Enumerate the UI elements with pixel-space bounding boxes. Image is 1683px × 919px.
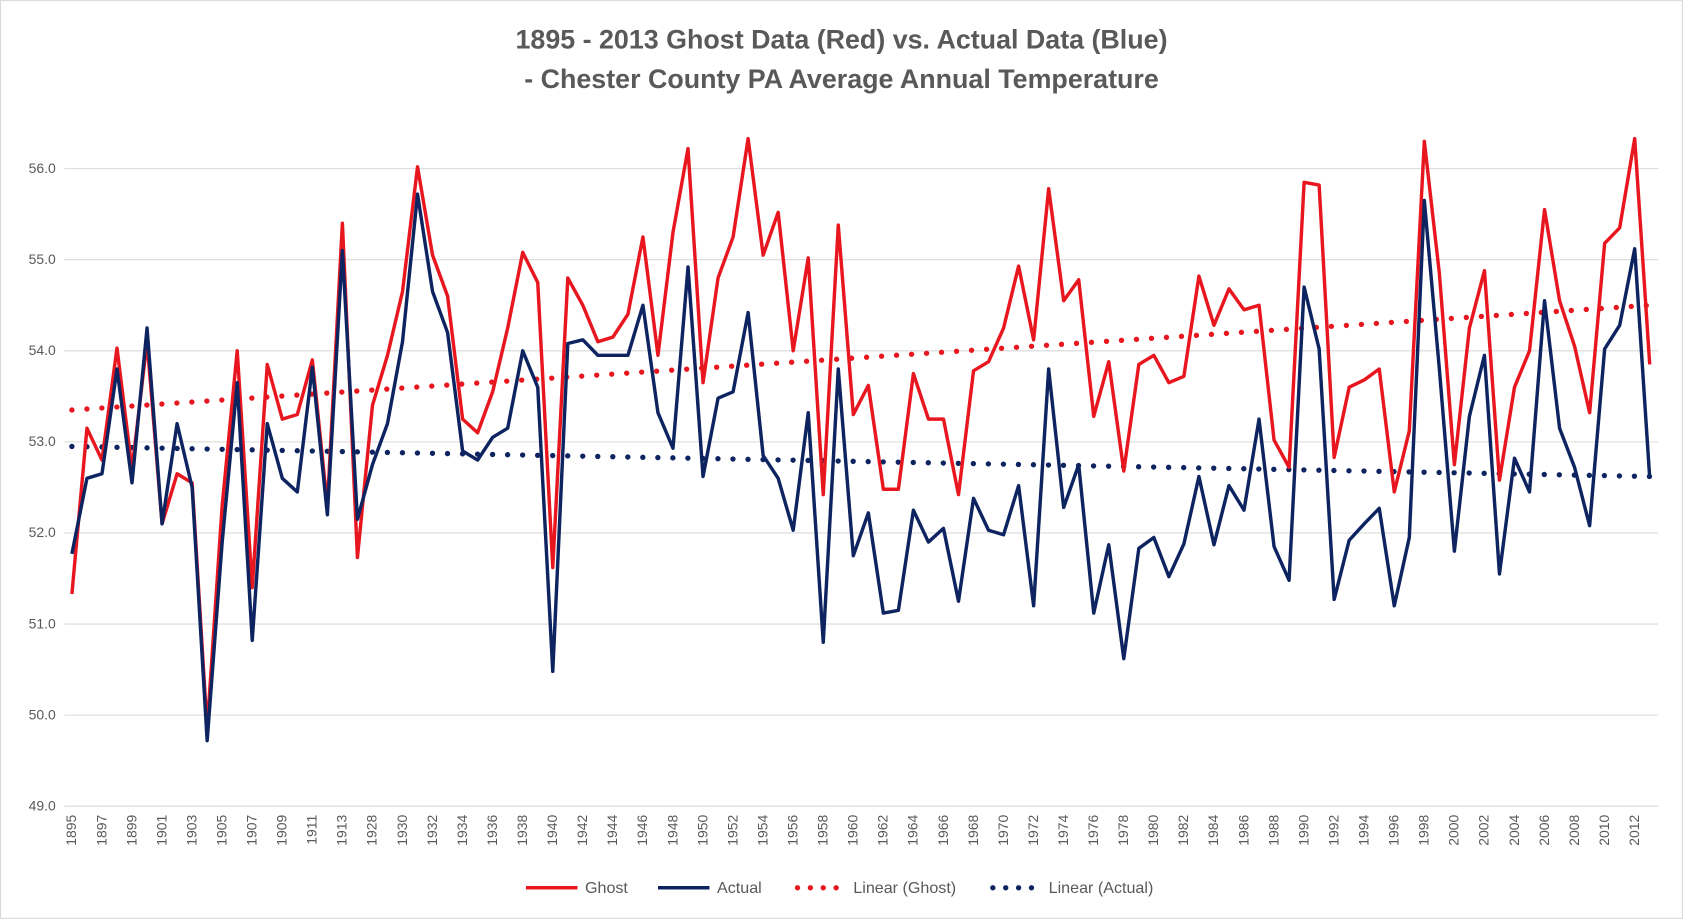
x-tick-label: 1972 [1025,815,1041,846]
x-tick-label: 1988 [1265,815,1281,846]
x-tick-label: 1998 [1416,815,1432,846]
y-tick-label: 49.0 [29,797,56,813]
x-tick-label: 1911 [304,815,320,845]
x-tick-label: 1966 [935,815,951,846]
x-tick-label: 1950 [694,815,710,846]
x-tick-label: 1992 [1325,815,1341,846]
y-tick-label: 50.0 [29,706,56,722]
x-tick-label: 1982 [1175,815,1191,846]
x-tick-label: 1994 [1356,815,1372,846]
x-tick-label: 1946 [634,815,650,846]
x-tick-label: 1905 [213,815,229,846]
x-tick-label: 2012 [1626,815,1642,846]
x-tick-label: 1909 [274,815,290,846]
x-tick-label: 2008 [1566,815,1582,846]
x-tick-label: 1996 [1386,815,1402,846]
y-tick-label: 53.0 [29,433,56,449]
chart-title: - Chester County PA Average Annual Tempe… [524,64,1159,94]
line-series [70,192,1652,743]
x-tick-label: 1954 [754,815,770,846]
y-tick-label: 56.0 [29,160,56,176]
x-tick-label: 1990 [1295,815,1311,846]
legend-label: Actual [717,879,762,897]
x-tick-label: 1970 [995,815,1011,846]
x-tick-label: 1932 [424,815,440,846]
x-tick-label: 2004 [1506,815,1522,846]
x-tick-label: 1976 [1085,815,1101,846]
x-tick-label: 1984 [1205,815,1221,846]
x-tick-label: 1986 [1235,815,1251,846]
x-tick-label: 2010 [1596,815,1612,846]
x-tick-label: 1956 [784,815,800,846]
x-tick-label: 1978 [1115,815,1131,846]
x-tick-label: 1952 [724,815,740,846]
legend-label: Linear (Ghost) [853,879,956,897]
x-tick-label: 1895 [63,815,79,846]
x-tick-label: 1903 [183,815,199,846]
x-tick-label: 1948 [664,815,680,846]
x-tick-label: 1958 [815,815,831,846]
y-tick-label: 52.0 [29,524,56,540]
x-tick-label: 1928 [364,815,380,846]
x-tick-label: 1964 [905,815,921,846]
x-tick-label: 1944 [604,815,620,846]
y-tick-label: 54.0 [29,342,56,358]
x-tick-label: 1936 [484,815,500,846]
x-tick-label: 2002 [1476,815,1492,846]
x-tick-label: 1907 [244,815,260,846]
x-tick-label: 1974 [1055,815,1071,846]
x-tick-label: 2000 [1446,815,1462,846]
x-tick-label: 1934 [454,815,470,846]
x-tick-label: 1938 [514,815,530,846]
legend-label: Linear (Actual) [1049,879,1154,897]
x-tick-label: 1960 [845,815,861,846]
x-tick-label: 1942 [574,815,590,846]
x-tick-label: 1968 [965,815,981,846]
x-tick-label: 1940 [544,815,560,846]
x-tick-label: 1980 [1145,815,1161,846]
x-tick-label: 1962 [875,815,891,846]
x-tick-label: 1901 [153,815,169,846]
x-tick-label: 1913 [334,815,350,846]
y-tick-label: 55.0 [29,251,56,267]
legend-label: Ghost [585,879,628,897]
x-tick-label: 1899 [123,815,139,846]
x-tick-label: 2006 [1536,815,1552,846]
chart-title: 1895 - 2013 Ghost Data (Red) vs. Actual … [515,24,1167,54]
y-tick-label: 51.0 [29,615,56,631]
x-tick-label: 1930 [394,815,410,846]
x-tick-label: 1897 [93,815,109,846]
